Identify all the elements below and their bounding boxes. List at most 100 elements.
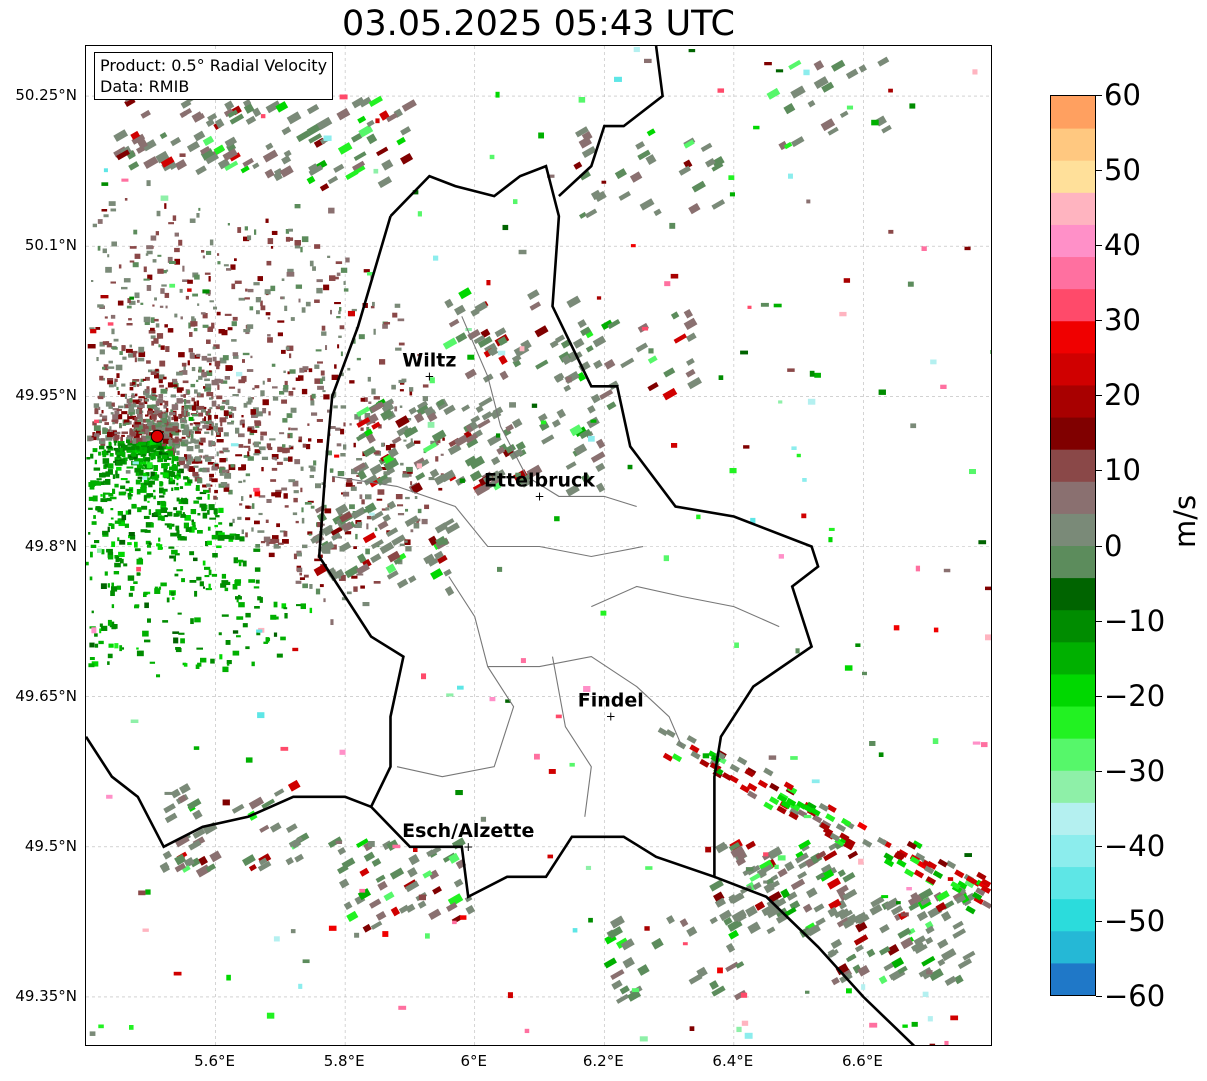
echo-pixel	[393, 557, 402, 565]
echo-pixel	[153, 465, 158, 471]
echo-pixel	[671, 443, 678, 448]
echo-pixel	[802, 804, 813, 813]
echo-pixel	[180, 497, 184, 503]
echo-pixel	[118, 491, 126, 496]
echo-pixel	[114, 378, 118, 382]
echo-pixel	[579, 170, 591, 181]
echo-pixel	[442, 337, 458, 350]
echo-pixel	[127, 575, 135, 581]
echo-pixel	[340, 453, 346, 457]
radar-map[interactable]: + Wiltz + Ettelbruck + Findel + Esch/Alzette	[85, 45, 992, 1046]
echo-pixel	[823, 850, 838, 862]
echo-pixel	[174, 573, 179, 577]
echo-pixel	[965, 875, 977, 885]
echo-pixel	[978, 540, 987, 545]
echo-pixel	[173, 555, 177, 562]
echo-pixel	[343, 901, 353, 911]
echo-pixel	[157, 254, 162, 257]
echo-pixel	[187, 390, 191, 394]
echo-pixel	[225, 457, 228, 462]
echo-pixel	[224, 587, 229, 592]
echo-pixel	[428, 477, 435, 481]
echo-pixel	[160, 345, 165, 350]
echo-pixel	[162, 431, 168, 434]
echo-pixel	[104, 571, 108, 576]
echo-pixel	[788, 173, 793, 179]
echo-pixel	[126, 398, 132, 404]
echo-pixel	[209, 477, 213, 482]
echo-pixel	[163, 803, 176, 814]
echo-pixel	[126, 439, 130, 444]
echo-pixel	[188, 322, 191, 329]
echo-pixel	[321, 482, 324, 486]
echo-pixel	[300, 246, 303, 253]
echo-pixel	[243, 479, 246, 483]
echo-pixel	[218, 507, 224, 513]
echo-pixel	[381, 508, 388, 511]
echo-pixel	[869, 741, 876, 746]
echo-pixel	[167, 256, 173, 263]
echo-pixel	[498, 354, 508, 365]
echo-pixel	[771, 874, 779, 882]
echo-pixel	[945, 860, 957, 870]
echo-pixel	[243, 329, 251, 333]
echo-pixel	[349, 423, 352, 426]
echo-pixel	[232, 316, 238, 321]
echo-pixel	[224, 483, 230, 489]
echo-pixel	[417, 353, 421, 357]
echo-pixel	[146, 360, 151, 364]
echo-pixel	[325, 345, 328, 351]
echo-pixel	[789, 900, 801, 911]
echo-pixel	[205, 863, 217, 873]
echo-pixel	[155, 400, 160, 407]
echo-pixel	[128, 532, 135, 536]
echo-pixel	[287, 779, 301, 792]
echo-pixel	[109, 453, 114, 457]
echo-pixel	[288, 445, 291, 448]
echo-pixel	[980, 878, 991, 888]
echo-pixel	[400, 126, 412, 136]
echo-pixel	[106, 548, 113, 553]
echo-pixel	[147, 544, 152, 548]
echo-pixel	[578, 97, 586, 103]
echo-pixel	[182, 380, 189, 384]
echo-pixel	[111, 541, 116, 548]
echo-pixel	[213, 344, 220, 349]
echo-pixel	[657, 727, 668, 737]
echo-pixel	[192, 524, 196, 529]
echo-pixel	[146, 285, 152, 291]
echo-pixel	[303, 574, 309, 578]
echo-pixel	[138, 396, 145, 399]
echo-pixel	[711, 199, 726, 210]
echo-pixel	[271, 454, 279, 459]
echo-pixel	[370, 920, 383, 930]
echo-pixel	[193, 130, 206, 142]
echo-pixel	[246, 369, 254, 372]
echo-pixel	[465, 328, 472, 332]
echo-pixel	[647, 382, 659, 392]
echo-pixel	[189, 857, 201, 868]
echo-pixel	[359, 867, 370, 877]
echo-pixel	[155, 451, 162, 456]
echo-pixel	[206, 250, 212, 255]
echo-pixel	[878, 975, 888, 985]
colorbar-segment	[1051, 673, 1095, 707]
echo-pixel	[535, 359, 549, 370]
echo-pixel	[876, 836, 888, 846]
echo-pixel	[301, 517, 305, 524]
echo-pixel	[232, 408, 235, 411]
echo-pixel	[932, 870, 944, 880]
echo-pixel	[146, 462, 153, 469]
echo-pixel	[117, 391, 120, 395]
echo-pixel	[245, 612, 251, 618]
echo-pixel	[356, 481, 363, 484]
echo-pixel	[255, 579, 260, 584]
echo-pixel	[565, 376, 572, 383]
echo-pixel	[199, 503, 207, 508]
echo-pixel	[372, 301, 375, 307]
echo-pixel	[137, 357, 145, 362]
echo-pixel	[218, 522, 223, 525]
echo-pixel	[269, 822, 282, 833]
echo-pixel	[534, 753, 540, 760]
echo-pixel	[549, 340, 559, 349]
